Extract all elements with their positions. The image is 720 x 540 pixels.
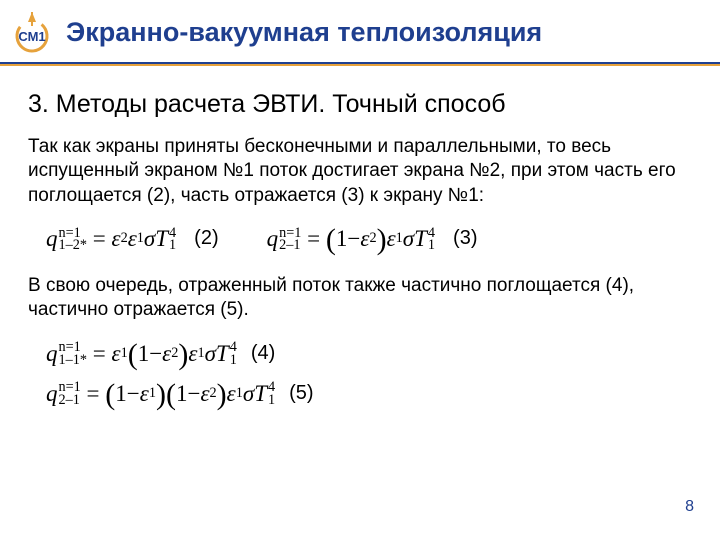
equation-4: qn=11–1* = ε1(1−ε2)ε1σT41 [46, 337, 237, 371]
equation-3: qn=12–1 = (1−ε2)ε1σT41 [267, 222, 435, 256]
equation-row-4: qn=11–1* = ε1(1−ε2)ε1σT41 (4) [46, 337, 692, 371]
equation-row-2-3: qn=11–2* = ε2ε1σT41 (2) qn=12–1 = (1−ε2)… [46, 222, 692, 256]
content-area: 3. Методы расчета ЭВТИ. Точный способ Та… [0, 66, 720, 411]
page-title: Экранно-вакуумная теплоизоляция [66, 17, 542, 48]
svg-text:СМ1: СМ1 [18, 29, 45, 44]
logo-icon: СМ1 [8, 8, 56, 56]
eq4-label: (4) [251, 342, 275, 365]
equation-row-5: qn=12–1 = (1−ε1)(1−ε2)ε1σT41 (5) [46, 377, 692, 411]
slide-header: СМ1 Экранно-вакуумная теплоизоляция [0, 0, 720, 56]
equation-2: qn=11–2* = ε2ε1σT41 [46, 226, 176, 252]
section-title: 3. Методы расчета ЭВТИ. Точный способ [28, 90, 692, 119]
eq3-base: q [267, 226, 279, 252]
eq2-label: (2) [194, 227, 218, 250]
page-number: 8 [685, 498, 694, 516]
equation-5: qn=12–1 = (1−ε1)(1−ε2)ε1σT41 [46, 377, 275, 411]
paragraph-1: Так как экраны приняты бесконечными и па… [28, 135, 692, 208]
eq5-label: (5) [289, 382, 313, 405]
paragraph-2: В свою очередь, отраженный поток также ч… [28, 274, 692, 323]
eq2-sub: 1–2* [59, 239, 88, 251]
eq3-label: (3) [453, 227, 477, 250]
eq2-base: q [46, 226, 58, 252]
